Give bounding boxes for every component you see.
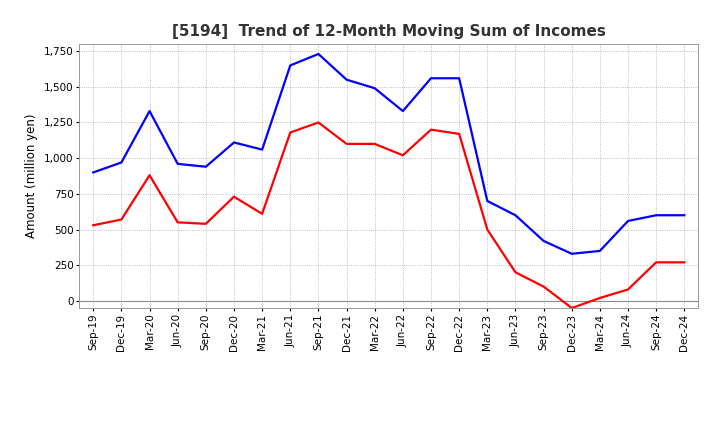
Ordinary Income — [370, 86, 379, 91]
Ordinary Income — [652, 213, 660, 218]
Ordinary Income — [286, 63, 294, 68]
Y-axis label: Amount (million yen): Amount (million yen) — [25, 114, 38, 238]
Net Income — [258, 211, 266, 216]
Net Income — [342, 141, 351, 147]
Ordinary Income — [174, 161, 182, 166]
Net Income — [286, 130, 294, 135]
Net Income — [314, 120, 323, 125]
Ordinary Income — [511, 213, 520, 218]
Ordinary Income — [399, 108, 408, 114]
Net Income — [652, 260, 660, 265]
Net Income — [202, 221, 210, 227]
Ordinary Income — [145, 108, 154, 114]
Line: Ordinary Income: Ordinary Income — [94, 54, 684, 254]
Net Income — [230, 194, 238, 199]
Net Income — [174, 220, 182, 225]
Net Income — [511, 270, 520, 275]
Net Income — [370, 141, 379, 147]
Net Income — [680, 260, 688, 265]
Ordinary Income — [567, 251, 576, 257]
Ordinary Income — [117, 160, 126, 165]
Net Income — [117, 217, 126, 222]
Ordinary Income — [539, 238, 548, 244]
Net Income — [427, 127, 436, 132]
Net Income — [455, 131, 464, 136]
Ordinary Income — [455, 76, 464, 81]
Net Income — [483, 227, 492, 232]
Title: [5194]  Trend of 12-Month Moving Sum of Incomes: [5194] Trend of 12-Month Moving Sum of I… — [172, 24, 606, 39]
Ordinary Income — [258, 147, 266, 152]
Net Income — [567, 305, 576, 311]
Ordinary Income — [483, 198, 492, 204]
Net Income — [595, 295, 604, 301]
Net Income — [399, 153, 408, 158]
Line: Net Income: Net Income — [94, 122, 684, 308]
Ordinary Income — [680, 213, 688, 218]
Net Income — [624, 287, 632, 292]
Net Income — [89, 223, 98, 228]
Net Income — [539, 284, 548, 289]
Ordinary Income — [202, 164, 210, 169]
Ordinary Income — [624, 218, 632, 224]
Ordinary Income — [89, 170, 98, 175]
Ordinary Income — [230, 140, 238, 145]
Ordinary Income — [314, 51, 323, 57]
Ordinary Income — [427, 76, 436, 81]
Net Income — [145, 172, 154, 178]
Ordinary Income — [595, 248, 604, 253]
Ordinary Income — [342, 77, 351, 82]
